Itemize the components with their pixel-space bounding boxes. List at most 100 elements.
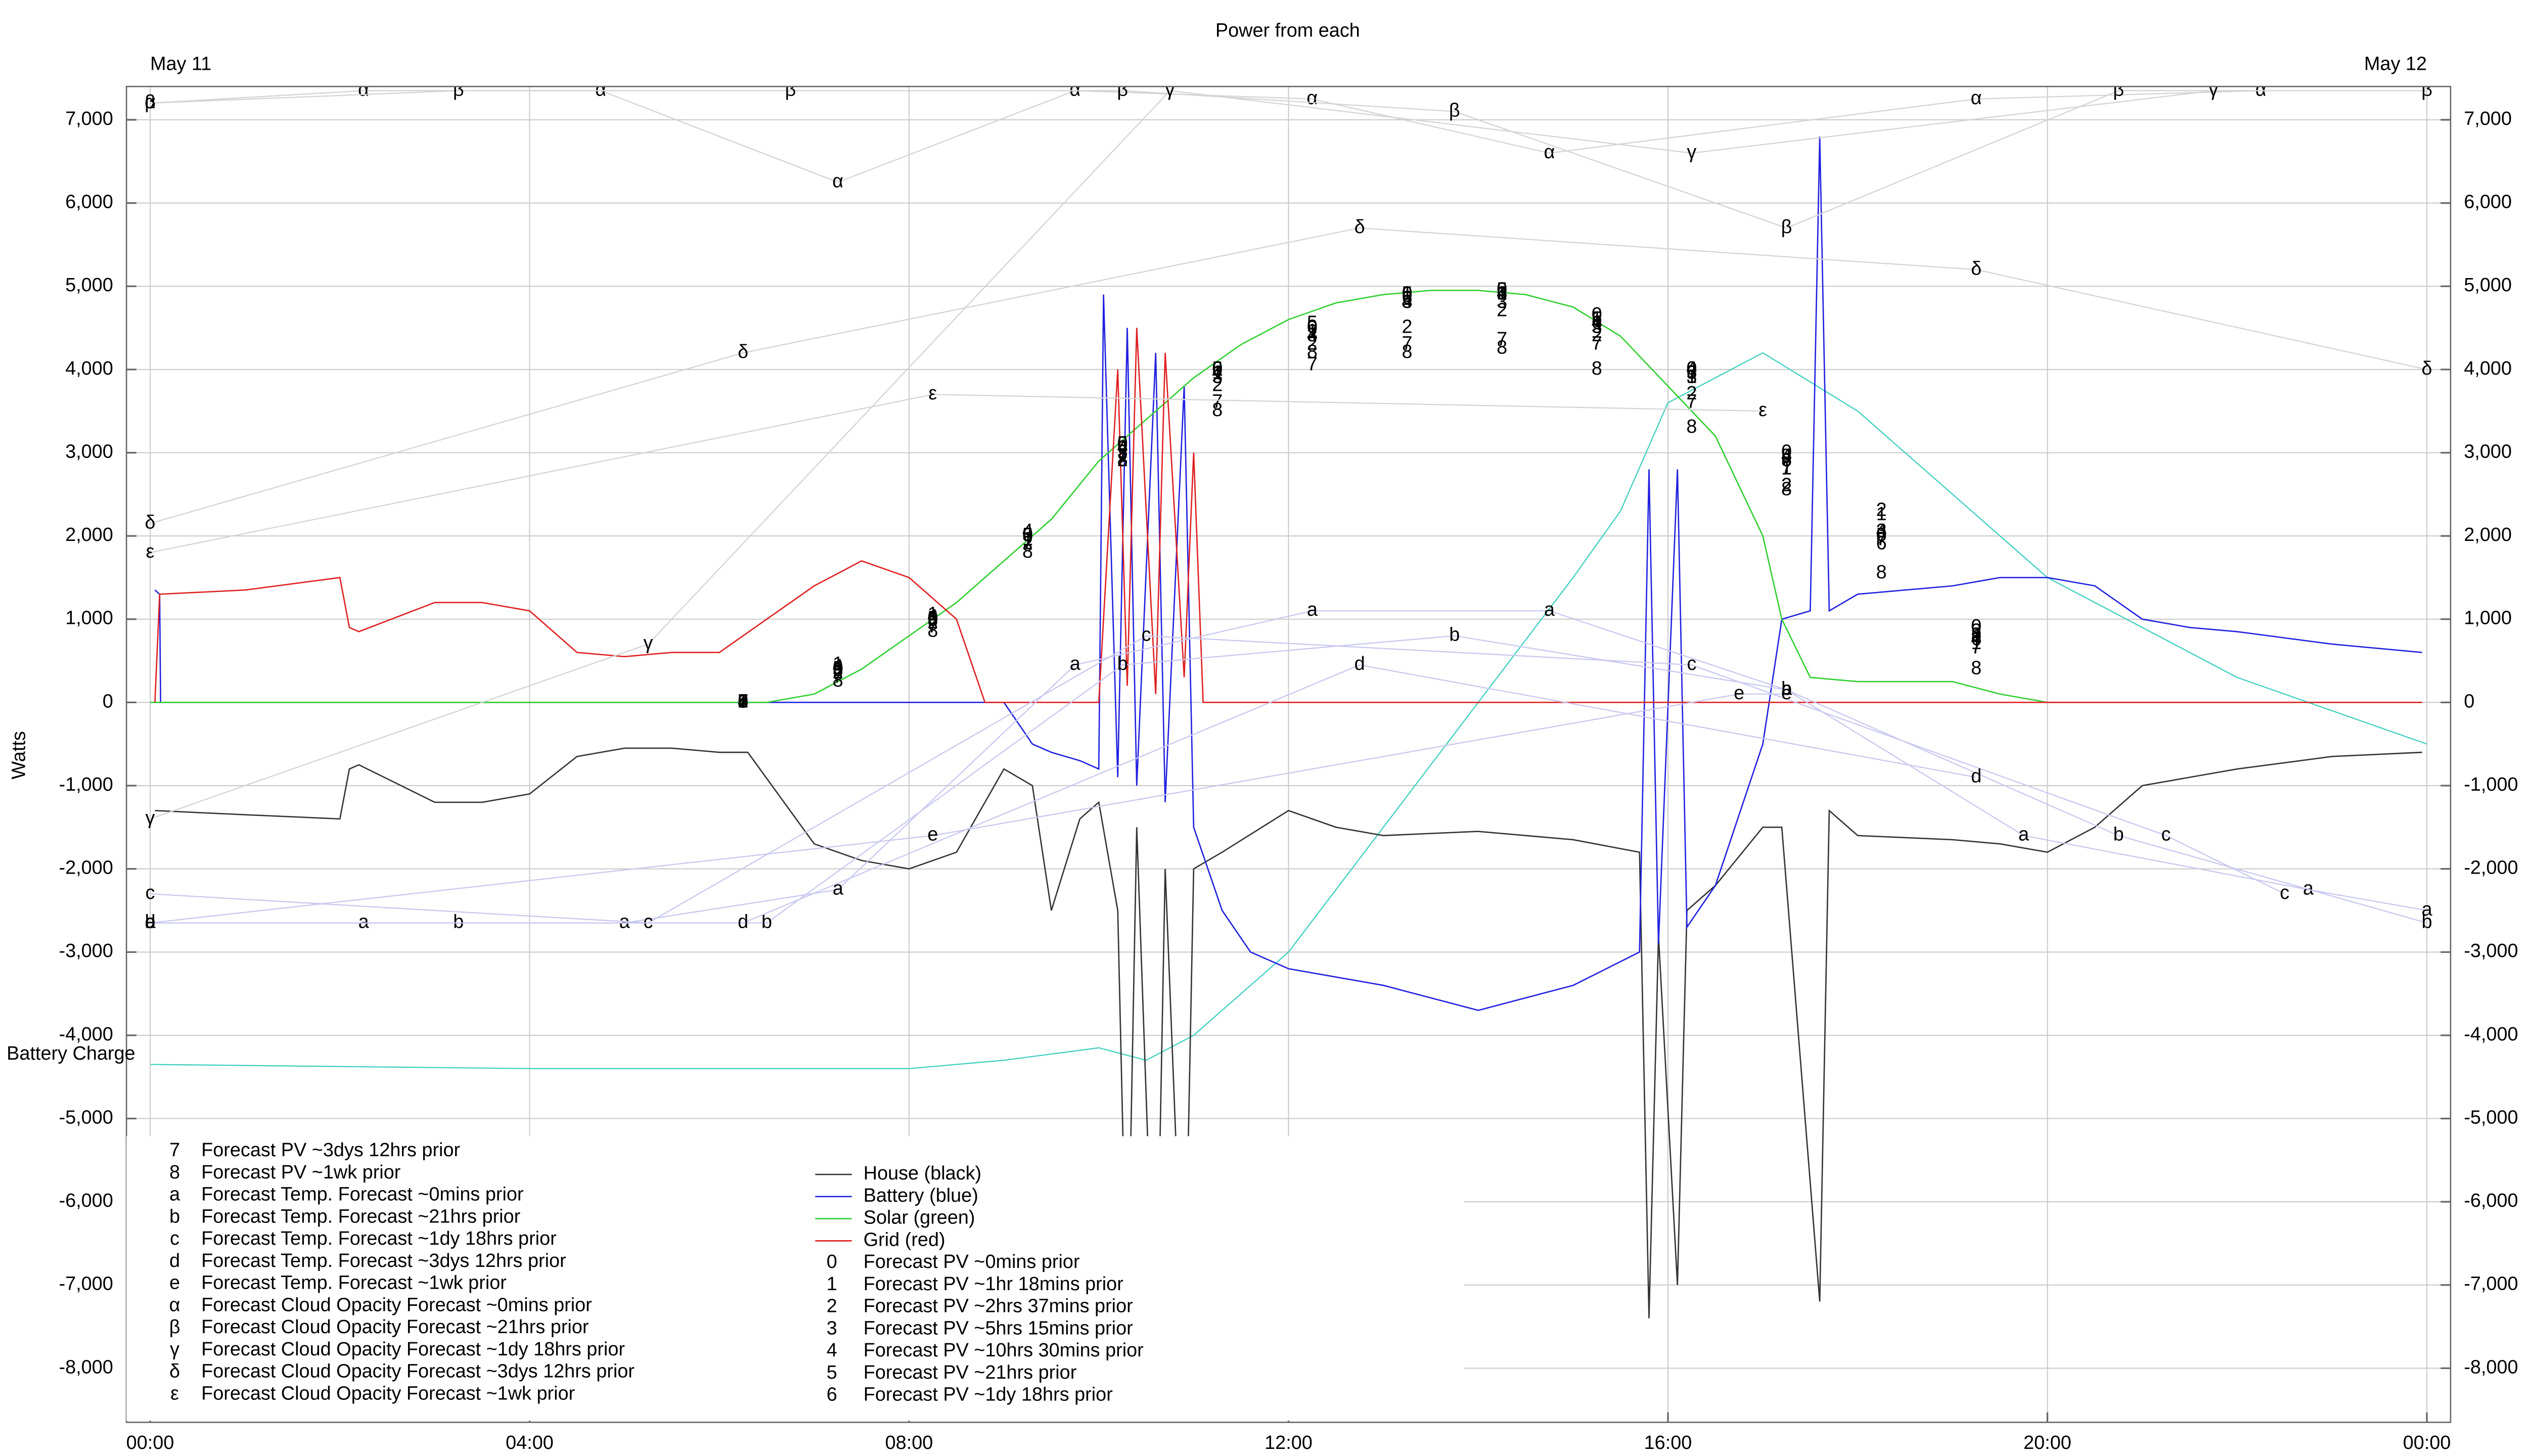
series-marker: β (2113, 79, 2124, 100)
series-marker: a (1070, 653, 1081, 674)
x-tick-label: 00:00 (126, 1432, 174, 1453)
series-marker: β (1781, 216, 1792, 238)
series-marker: β (145, 92, 156, 113)
series-marker: 3 (1686, 366, 1697, 387)
series-marker: 2 (927, 612, 938, 633)
series-marker: α (832, 170, 843, 192)
legend-marker: 1 (827, 1273, 837, 1295)
series-marker: α (1306, 87, 1318, 109)
series-marker: 6 (1876, 533, 1887, 554)
series-marker: 0 (1117, 433, 1128, 454)
legend-label: Forecast PV ~1dy 18hrs prior (864, 1384, 1113, 1405)
series-marker: 5 (1402, 283, 1412, 304)
series-marker: ε (1758, 399, 1767, 421)
series-marker: 1 (1592, 308, 1602, 329)
series-marker: δ (1355, 216, 1365, 238)
legend-label: Forecast PV ~1wk prior (201, 1162, 400, 1183)
series-marker: δ (738, 341, 748, 362)
series-marker: 2 (1497, 300, 1507, 321)
series-line (150, 635, 2285, 924)
series-marker: 3 (1497, 291, 1507, 312)
y-tick-label: -5,000 (59, 1107, 113, 1128)
series-marker: 0 (1876, 524, 1887, 545)
series-line (154, 136, 2422, 1011)
series-marker: γ (146, 807, 155, 829)
series-marker: δ (145, 512, 155, 533)
chart-title: Power from each (1215, 20, 1360, 41)
y-tick-label-right: 2,000 (2464, 524, 2512, 545)
series-marker: α (1544, 142, 1555, 163)
y-tick-label-right: 3,000 (2464, 441, 2512, 462)
series-marker: β (785, 79, 796, 100)
series-marker: 0 (1212, 358, 1223, 379)
y-tick-label-right: 6,000 (2464, 192, 2512, 213)
series-marker: 0 (1307, 316, 1318, 338)
series-marker: 0 (927, 608, 938, 629)
series-marker: ε (928, 383, 937, 404)
plot-frame (125, 85, 2452, 1423)
legend-label: Forecast Cloud Opacity Forecast ~3dys 12… (201, 1361, 635, 1382)
series-marker: e (927, 824, 938, 845)
series-line (150, 693, 1787, 924)
series-marker: 3 (1307, 325, 1318, 346)
series-marker: b (1449, 624, 1460, 646)
series-marker: 2 (1592, 325, 1602, 346)
y-tick-label: -3,000 (59, 940, 113, 962)
series-marker: 6 (1686, 362, 1697, 383)
y-tick-label: 1,000 (65, 608, 113, 629)
legend-label: Forecast PV ~0mins prior (864, 1251, 1080, 1272)
y-tick-label: -1,000 (59, 774, 113, 795)
series-line (150, 394, 1763, 554)
series-marker: 7 (1022, 533, 1033, 554)
series-marker: 3 (1117, 441, 1128, 462)
y-tick-label-right: -4,000 (2464, 1024, 2518, 1045)
series-marker: a (1307, 599, 1318, 620)
series-marker: 5 (1022, 524, 1033, 545)
series-marker: 1 (1307, 321, 1318, 342)
x-tick-label: 20:00 (2023, 1432, 2071, 1453)
series-marker: 0 (1592, 304, 1602, 325)
series-marker: 5 (1971, 624, 1981, 646)
x-tick-label: 04:00 (506, 1432, 554, 1453)
series-marker: 3 (1876, 520, 1887, 541)
series-marker: 3 (1212, 366, 1223, 387)
legend-label: Battery (blue) (864, 1185, 978, 1206)
series-marker: c (1687, 653, 1696, 674)
series-marker: 8 (1212, 399, 1223, 421)
legend: House (black)Battery (blue)Solar (green)… (169, 1140, 1144, 1405)
series-marker: 6 (1022, 524, 1033, 545)
series-marker: 4 (927, 606, 938, 627)
legend-label: Forecast Cloud Opacity Forecast ~0mins p… (201, 1294, 592, 1315)
y-tick-label: -8,000 (59, 1356, 113, 1378)
series-marker: e (145, 912, 155, 933)
series-marker: 1 (738, 691, 748, 712)
series-marker: 7 (1876, 528, 1887, 550)
series-marker: e (1734, 682, 1744, 704)
series-marker: 7 (1212, 391, 1223, 413)
series-marker: 8 (1876, 562, 1887, 583)
legend-label: Forecast Cloud Opacity Forecast ~21hrs p… (201, 1316, 589, 1338)
series-marker: δ (2421, 358, 2432, 379)
series-marker: 8 (1686, 416, 1697, 437)
legend-marker: 0 (827, 1251, 837, 1272)
series-line (150, 290, 2422, 703)
y-tick-label-right: -2,000 (2464, 857, 2518, 879)
series-marker: 8 (1117, 449, 1128, 471)
series-marker: 6 (1497, 283, 1507, 304)
series-marker: 4 (1402, 291, 1412, 312)
series-marker: 6 (1781, 449, 1792, 471)
series-marker: 4 (1497, 283, 1507, 304)
series-marker: 6 (1402, 287, 1412, 308)
series-marker: 6 (1971, 628, 1981, 650)
y-axis-label: Watts (8, 731, 29, 779)
series-marker: α (1069, 79, 1080, 100)
series-marker: γ (1165, 79, 1175, 100)
labels: -8,000 -8,000 -7,000 -7,000 -6,000 -6,000 -5,0… (7, 53, 2518, 1453)
legend-marker: γ (170, 1339, 179, 1360)
y-tick-label: 0 (103, 691, 113, 712)
y-tick-label-right: -8,000 (2464, 1356, 2518, 1378)
series-marker: 8 (833, 670, 843, 691)
y-tick-label-right: -3,000 (2464, 940, 2518, 962)
series-marker: 4 (833, 656, 843, 677)
